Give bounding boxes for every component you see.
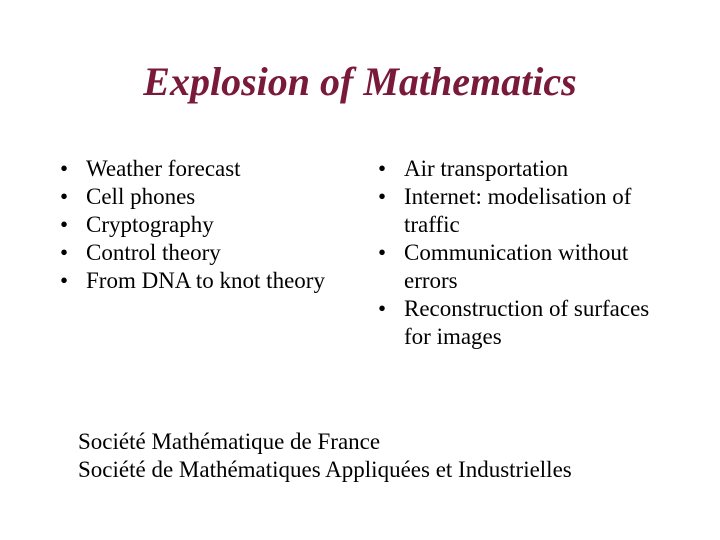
columns: Weather forecast Cell phones Cryptograph… [0,155,720,351]
left-column: Weather forecast Cell phones Cryptograph… [58,155,372,351]
slide: Explosion of Mathematics Weather forecas… [0,0,720,540]
slide-title: Explosion of Mathematics [0,0,720,105]
footer-line: Société Mathématique de France [78,428,572,456]
list-item: Cryptography [58,211,362,239]
left-list: Weather forecast Cell phones Cryptograph… [58,155,362,295]
list-item: Cell phones [58,183,362,211]
list-item: Communication without errors [376,239,680,295]
footer-line: Société de Mathématiques Appliquées et I… [78,456,572,484]
right-column: Air transportation Internet: modelisatio… [372,155,680,351]
list-item: From DNA to knot theory [58,267,362,295]
list-item: Internet: modelisation of traffic [376,183,680,239]
list-item: Air transportation [376,155,680,183]
list-item: Weather forecast [58,155,362,183]
list-item: Reconstruction of surfaces for images [376,295,680,351]
list-item: Control theory [58,239,362,267]
right-list: Air transportation Internet: modelisatio… [376,155,680,351]
footer: Société Mathématique de France Société d… [78,428,572,484]
